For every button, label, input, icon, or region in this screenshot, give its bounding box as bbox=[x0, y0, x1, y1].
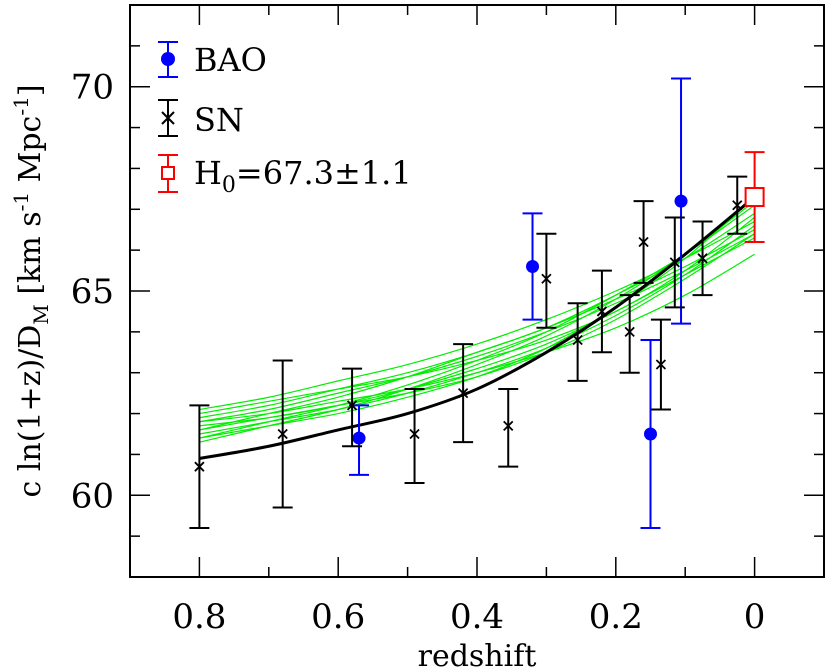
sn-marker-b bbox=[346, 400, 358, 411]
bao-point-1 bbox=[522, 212, 543, 321]
plot-frame bbox=[129, 4, 825, 578]
h0-marker bbox=[744, 187, 765, 208]
sn-marker-b bbox=[503, 420, 514, 431]
sn-marker-b bbox=[409, 428, 420, 440]
sn-point-11 bbox=[650, 318, 671, 411]
model-curve-11 bbox=[199, 233, 755, 423]
legend-marker-bao bbox=[158, 41, 178, 78]
x-tick-label-3: 0.2 bbox=[589, 597, 643, 637]
sn-point-1 bbox=[272, 359, 293, 509]
sn-marker-b bbox=[541, 273, 552, 284]
sn-point-6 bbox=[536, 232, 557, 329]
sn-point-2 bbox=[342, 367, 363, 448]
tick-labels: 0.8 0.6 0.4 0.2 0 60 65 70 bbox=[71, 68, 766, 637]
y-tick-label-1: 65 bbox=[71, 272, 114, 312]
sn-point-0 bbox=[189, 404, 210, 529]
model-curve-5 bbox=[199, 225, 755, 435]
bao-point-2 bbox=[640, 339, 661, 529]
sn-marker-b bbox=[277, 428, 288, 440]
model-curves bbox=[199, 196, 755, 443]
x-tick-label-1: 0.6 bbox=[311, 597, 365, 637]
bao-marker bbox=[674, 194, 688, 208]
x-tick-label-4: 0 bbox=[744, 597, 766, 637]
sn-point-5 bbox=[498, 388, 519, 468]
model-curve-2 bbox=[199, 229, 755, 419]
sn-marker-b bbox=[194, 461, 205, 472]
sn-point-4 bbox=[453, 343, 474, 444]
legend-marker-h0 bbox=[158, 154, 178, 193]
bao-point-0 bbox=[349, 404, 370, 476]
sn-marker-b bbox=[697, 253, 708, 264]
sn-marker-b bbox=[572, 334, 583, 346]
x-tick-label-2: 0.4 bbox=[450, 597, 504, 637]
sn-point-7 bbox=[567, 302, 588, 382]
sn-marker-b bbox=[624, 326, 635, 337]
sn-point-9 bbox=[619, 294, 640, 374]
bao-marker bbox=[352, 431, 366, 445]
legend-label-bao: BAO bbox=[194, 41, 267, 79]
sn-point-12 bbox=[664, 216, 685, 309]
bao-marker bbox=[526, 259, 540, 273]
legend-marker-sn bbox=[158, 99, 178, 137]
sn-marker-b bbox=[669, 257, 680, 268]
legend-label-h0: H0=67.3±1.1 bbox=[194, 154, 412, 198]
sn-point-3 bbox=[404, 388, 425, 485]
y-tick-label-2: 70 bbox=[71, 68, 114, 108]
sn-point-10 bbox=[633, 200, 654, 284]
legend-label-sn: SN bbox=[194, 101, 244, 139]
bao-point-3 bbox=[671, 77, 692, 325]
legend: BAO SN H0=67.3±1.1 bbox=[158, 41, 412, 198]
y-tick-label-0: 60 bbox=[71, 476, 114, 516]
y-axis-label: c ln(1+z)/DM [km s-1 Mpc-1] bbox=[9, 84, 53, 497]
h0-point-0 bbox=[744, 151, 765, 243]
data-points bbox=[189, 77, 765, 529]
sn-marker-b bbox=[655, 359, 667, 370]
x-tick-label-0: 0.8 bbox=[172, 597, 226, 637]
model-curve-10 bbox=[199, 196, 755, 439]
bao-marker bbox=[644, 427, 657, 441]
sn-point-8 bbox=[591, 269, 612, 354]
sn-point-14 bbox=[727, 175, 748, 235]
sn-marker-b bbox=[732, 200, 743, 211]
sn-point-13 bbox=[692, 220, 713, 297]
x-axis-label: redshift bbox=[418, 639, 537, 671]
sn-marker-b bbox=[596, 306, 608, 317]
model-curve-9 bbox=[199, 216, 755, 415]
axis-ticks bbox=[129, 4, 825, 578]
sn-marker-b bbox=[457, 388, 469, 399]
sn-marker-b bbox=[638, 236, 649, 248]
